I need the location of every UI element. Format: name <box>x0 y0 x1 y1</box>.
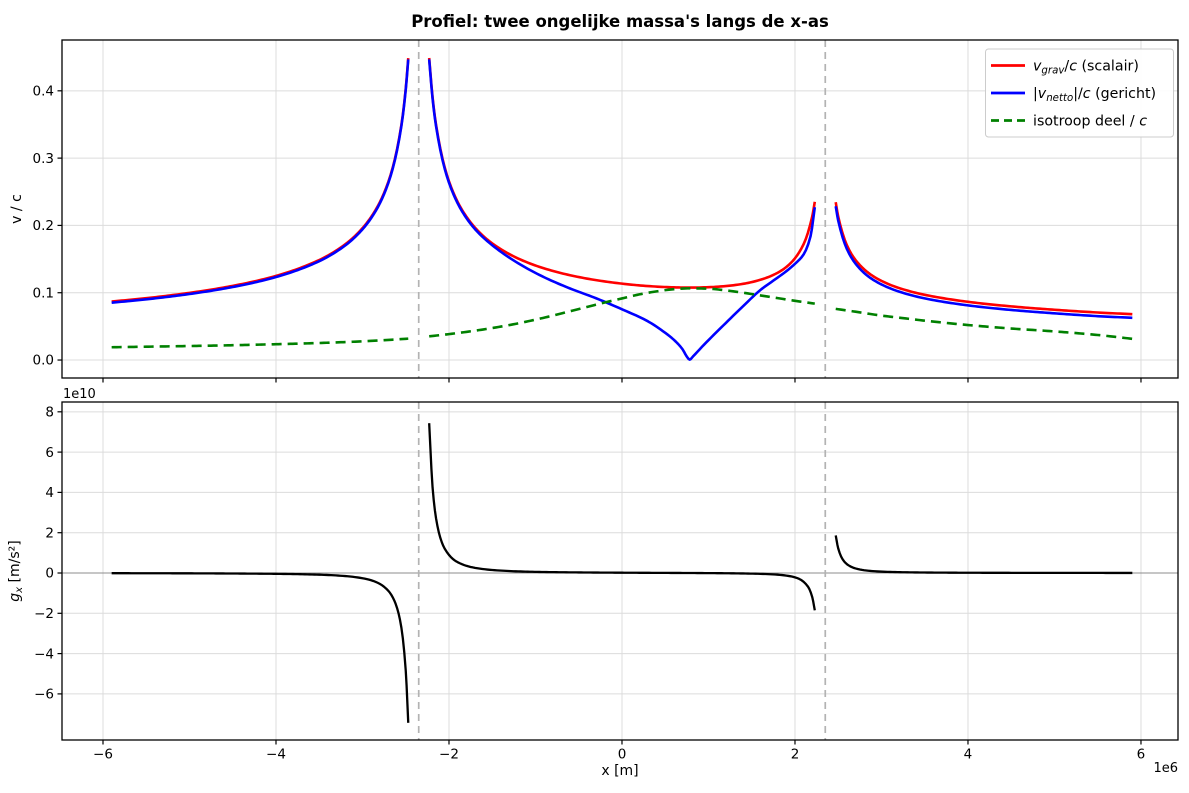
bottom-y-axis-label: gx [m/s²] <box>7 540 25 602</box>
x-tick-label: 4 <box>964 747 973 763</box>
x-tick-label: −6 <box>93 747 113 763</box>
legend: vgrav/c (scalair) |vnetto|/c (gericht) iso… <box>985 48 1174 138</box>
series-line-g-x <box>834 535 1133 575</box>
series-line-g-x <box>428 423 816 611</box>
x-tick-label: 6 <box>1137 747 1146 763</box>
y-tick-label: 0.1 <box>33 285 54 301</box>
legend-box <box>985 48 1174 138</box>
x-offset-label: 1e6 <box>1153 761 1178 776</box>
series-line-v-grav-scalar <box>834 201 1133 316</box>
bottom-y-offset-label: 1e10 <box>63 387 96 402</box>
y-tick-label: 0.4 <box>33 84 54 100</box>
series-line-isotropic-part <box>835 307 1133 341</box>
series-line-isotropic-part <box>111 337 409 349</box>
x-tick-label: −4 <box>266 747 286 763</box>
x-tick-label: 2 <box>791 747 800 763</box>
top-panel: 0.0 0.1 0.2 0.3 0.4 <box>33 39 1179 383</box>
y-tick-label: 8 <box>45 405 54 421</box>
y-tick-label: 6 <box>45 445 54 461</box>
legend-label: vgrav/c (scalair) <box>1033 59 1139 77</box>
chart-title: Profiel: twee ongelijke massa's langs de… <box>411 12 829 31</box>
series-line-g-x <box>111 572 410 723</box>
top-y-axis-label: v / c <box>9 194 25 224</box>
series-line-v-netto-directed <box>111 59 410 304</box>
x-axis-label: x [m] <box>601 763 638 779</box>
series-line-v-netto-directed <box>427 59 817 361</box>
series-line-isotropic-part <box>429 287 815 338</box>
y-tick-label: 4 <box>45 485 54 501</box>
y-tick-label: −6 <box>34 687 54 703</box>
series-line-v-netto-directed <box>834 206 1133 320</box>
bottom-panel: −6 −4 −2 0 2 4 6 −6 −4 −2 0 2 4 6 8 <box>34 401 1179 763</box>
y-tick-label: 0 <box>45 566 54 582</box>
axes-spine <box>61 401 1179 741</box>
y-tick-label: 0.0 <box>33 353 54 369</box>
y-tick-label: 0.3 <box>33 151 54 167</box>
legend-label: isotroop deel / c <box>1033 114 1147 130</box>
y-tick-label: 0.2 <box>33 218 54 234</box>
legend-label: |vnetto|/c (gericht) <box>1033 86 1156 104</box>
x-tick-label: 0 <box>618 747 627 763</box>
y-tick-label: −2 <box>34 606 54 622</box>
y-tick-label: −4 <box>34 646 54 662</box>
axes-spine <box>61 39 1179 379</box>
x-tick-label: −2 <box>439 747 459 763</box>
y-tick-label: 2 <box>45 525 54 541</box>
